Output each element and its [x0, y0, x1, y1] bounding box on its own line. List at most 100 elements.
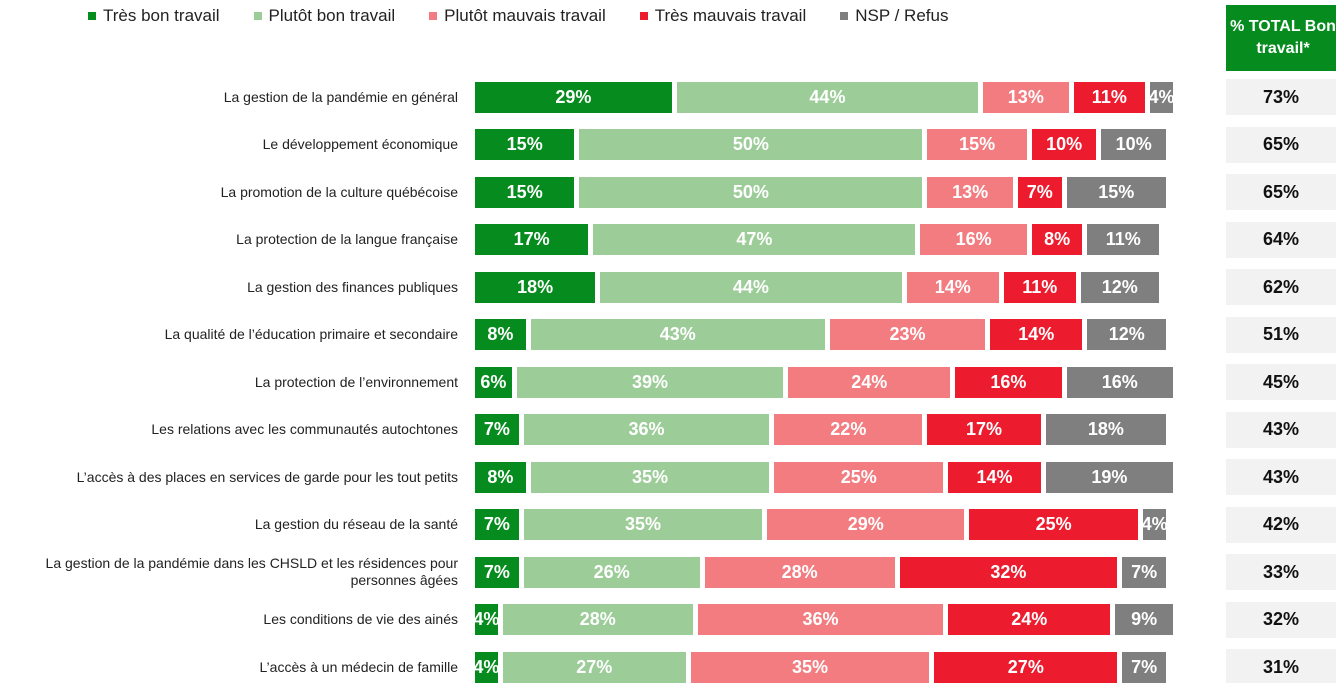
bar-segment: 35% — [523, 509, 763, 540]
bar-segment: 25% — [969, 509, 1139, 540]
bar-segment: 11% — [1003, 271, 1076, 303]
bar-segment: 14% — [906, 271, 999, 303]
legend-item: Très mauvais travail — [639, 6, 806, 26]
data-label: 26% — [593, 561, 630, 582]
category-label: Le développement économique — [262, 136, 458, 152]
data-label: 9% — [1131, 609, 1158, 629]
category-label: La gestion de la pandémie dans les CHSLD… — [45, 555, 458, 588]
bar-segment: 18% — [1045, 414, 1166, 445]
data-label: 6% — [480, 371, 507, 392]
category-label: Les relations avec les communautés autoc… — [151, 421, 458, 437]
data-label: 39% — [631, 371, 668, 392]
legend-label: Très bon travail — [103, 6, 220, 25]
bar-segment: 50% — [579, 129, 923, 160]
bar-segment: 11% — [1073, 81, 1146, 113]
bar-segment: 7% — [475, 509, 519, 540]
data-label: 44% — [809, 86, 846, 107]
data-label: 14% — [1018, 324, 1055, 344]
data-label: 35% — [625, 514, 662, 534]
bar-segment: 15% — [475, 176, 575, 208]
category-label: L’accès à un médecin de famille — [259, 658, 458, 675]
data-label: 25% — [1035, 514, 1072, 534]
bar-segment: 27% — [934, 651, 1118, 683]
data-label: 4% — [1148, 86, 1175, 107]
bar-segment: 15% — [475, 129, 575, 160]
legend-swatch — [639, 12, 648, 20]
category-label: La gestion des finances publiques — [247, 278, 458, 295]
data-label: 17% — [513, 229, 550, 249]
bar-segment: 4% — [1148, 81, 1175, 113]
legend-swatch — [429, 12, 438, 20]
legend-item: Plutôt mauvais travail — [429, 6, 606, 26]
data-label: 18% — [1087, 419, 1124, 439]
bar-segment: 8% — [475, 319, 526, 350]
total-cell: 43% — [1226, 411, 1336, 448]
legend-label: Plutôt bon travail — [268, 6, 396, 25]
category-label: L’accès à des places en services de gard… — [76, 468, 458, 485]
bar-segment: 7% — [475, 556, 519, 588]
bar-segment: 14% — [990, 319, 1083, 350]
bar-segment: 4% — [473, 604, 499, 635]
data-label: 7% — [1131, 561, 1158, 582]
data-label: 7% — [483, 561, 510, 582]
total-label: 43% — [1262, 419, 1300, 439]
bar-segment: 29% — [475, 81, 672, 113]
legend-swatch — [253, 12, 262, 20]
bar-segment: 36% — [697, 604, 944, 635]
data-label: 35% — [792, 656, 829, 677]
data-label: 12% — [1108, 324, 1145, 344]
data-label: 24% — [1011, 609, 1048, 629]
legend-label: Plutôt mauvais travail — [444, 6, 606, 25]
legend: Très bon travail Plutôt bon travail Plutôt… — [88, 6, 948, 26]
bar-segment: 28% — [704, 556, 895, 588]
bar-segment: 22% — [774, 414, 923, 445]
total-label: 65% — [1262, 181, 1300, 202]
total-cell: 32% — [1226, 601, 1336, 638]
total-label: 65% — [1262, 134, 1300, 154]
bar-segment: 13% — [983, 81, 1069, 113]
bar-segment: 13% — [927, 176, 1013, 208]
bar-segment: 16% — [920, 224, 1027, 255]
bar-segment: 23% — [829, 319, 986, 350]
bar-segment: 24% — [948, 604, 1111, 635]
bar-segment: 15% — [927, 129, 1027, 160]
data-label: 16% — [955, 229, 992, 249]
bar-segment: 8% — [1031, 224, 1083, 255]
total-label: 64% — [1262, 229, 1300, 249]
data-label: 13% — [1007, 86, 1044, 107]
total-cell: 33% — [1226, 554, 1336, 590]
data-label: 15% — [506, 134, 543, 154]
data-label: 13% — [952, 181, 989, 202]
data-label: 7% — [483, 419, 510, 439]
data-label: 11% — [1105, 229, 1141, 249]
bar-segment: 6% — [475, 366, 512, 398]
bar-segment: 25% — [774, 461, 944, 493]
data-label: 12% — [1101, 276, 1138, 297]
data-label: 10% — [1046, 134, 1083, 154]
total-cell: 43% — [1226, 459, 1336, 495]
data-label: 18% — [517, 276, 554, 297]
bar-segment: 4% — [473, 651, 499, 683]
bar-segment: 16% — [1066, 366, 1173, 398]
data-label: 29% — [555, 86, 592, 107]
data-label: 47% — [736, 229, 773, 249]
data-label: 27% — [576, 656, 613, 677]
bar-segment: 27% — [502, 651, 686, 683]
total-cell: 45% — [1226, 364, 1336, 400]
legend-item: Très bon travail — [88, 6, 220, 26]
bar-segment: 10% — [1031, 129, 1097, 160]
bar-segment: 26% — [523, 556, 700, 588]
category-label: La promotion de la culture québécoise — [220, 183, 458, 200]
bar-segment: 44% — [676, 81, 979, 113]
data-label: 35% — [631, 466, 668, 487]
legend-label: NSP / Refus — [855, 6, 949, 25]
bar-segment: 19% — [1045, 461, 1173, 493]
bar-segment: 10% — [1101, 129, 1166, 160]
data-label: 14% — [934, 276, 971, 297]
data-label: 50% — [732, 134, 769, 154]
category-label: La gestion du réseau de la santé — [254, 516, 458, 532]
bar-segment: 7% — [1017, 176, 1062, 208]
total-cell: 42% — [1226, 506, 1336, 543]
bar-segment: 11% — [1087, 224, 1160, 255]
total-label: 62% — [1262, 276, 1300, 297]
